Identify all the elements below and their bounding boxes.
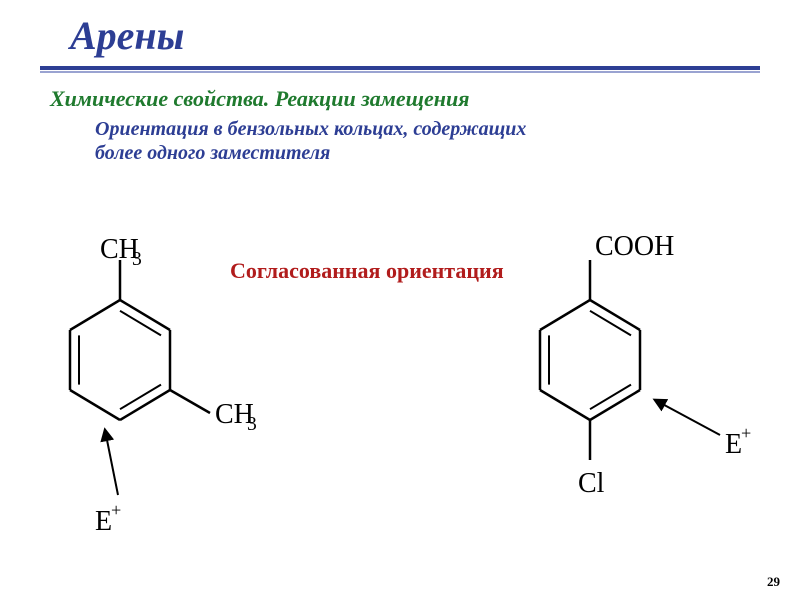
svg-text:+: + <box>741 423 751 443</box>
svg-text:E: E <box>725 429 742 460</box>
svg-text:Cl: Cl <box>578 468 605 499</box>
svg-text:COOH: COOH <box>595 231 674 262</box>
molecule-2: COOH Cl E+ <box>0 0 800 600</box>
